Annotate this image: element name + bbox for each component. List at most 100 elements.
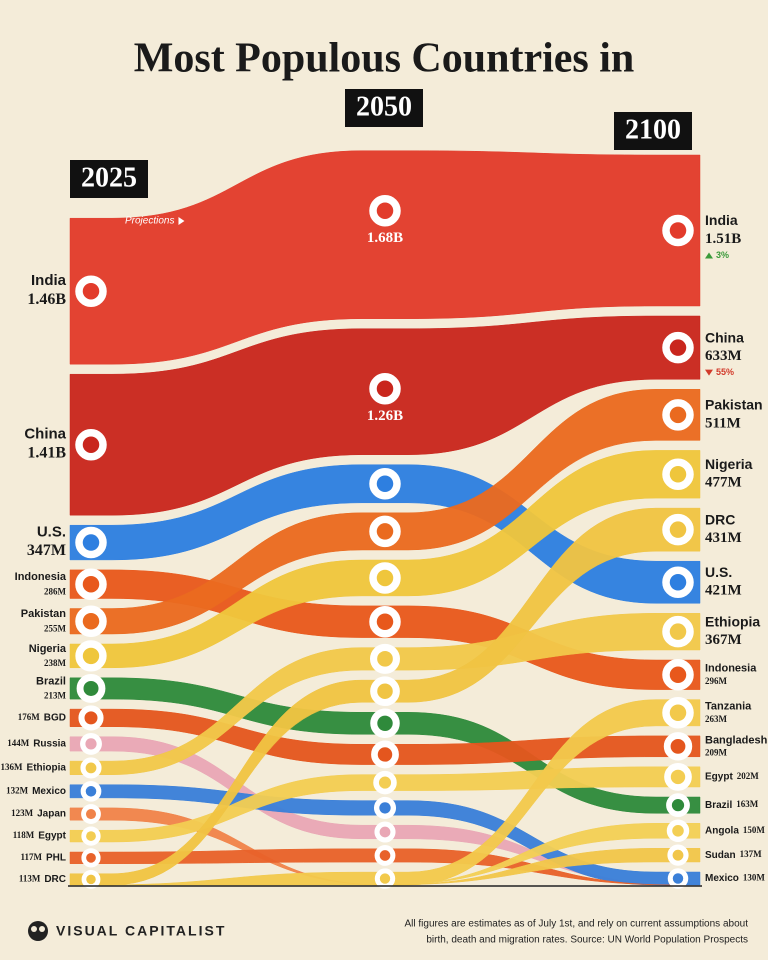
- flag-icon-center: [377, 683, 393, 699]
- value-label: 1.41B: [27, 444, 66, 461]
- value-label: 213M: [44, 691, 67, 701]
- country-label: India: [705, 212, 738, 228]
- value-label: 118M: [13, 830, 35, 840]
- flag-icon-center: [82, 575, 100, 593]
- flag-icon-center: [671, 799, 685, 812]
- value-label: 130M: [743, 873, 766, 883]
- flag-icon-center: [377, 715, 393, 731]
- flag-icon-center: [669, 222, 687, 239]
- flag-icon-center: [82, 282, 100, 300]
- column-header: 2025: [81, 162, 137, 193]
- band: [69, 150, 701, 365]
- country-label: Angola: [705, 825, 739, 836]
- value-label: 1.51B: [705, 231, 741, 247]
- flag-icon-center: [82, 534, 100, 551]
- flag-icon-center: [86, 852, 96, 863]
- flag-icon-center: [82, 436, 100, 453]
- country-label: India: [31, 272, 67, 289]
- value-label: 123M: [11, 808, 34, 818]
- flag-icon-center: [669, 406, 687, 424]
- column-header-box: [345, 89, 423, 127]
- flag-icon-center: [670, 738, 686, 754]
- flag-icon-center: [85, 809, 97, 820]
- brand-logo: VISUAL CAPITALIST: [28, 921, 224, 941]
- value-label: 202M: [737, 771, 760, 781]
- flag-icon-center: [85, 738, 97, 750]
- chart-title: Most Populous Countries in: [134, 36, 635, 82]
- flag-icon-center: [672, 825, 684, 837]
- logo-icon-eye: [39, 926, 45, 932]
- country-label: Russia: [33, 739, 66, 750]
- flag-icon-center: [376, 569, 394, 587]
- flag-icon-center: [376, 380, 394, 397]
- value-label: 255M: [44, 623, 67, 633]
- flag-icon-center: [669, 466, 687, 483]
- value-label: 137M: [740, 849, 763, 859]
- value-label: 421M: [705, 583, 742, 599]
- country-label: Pakistan: [705, 397, 763, 413]
- flag-icon-center: [669, 574, 687, 591]
- country-label: Pakistan: [21, 608, 67, 620]
- flag-icon-center: [376, 613, 394, 630]
- annotation: Projections: [125, 216, 174, 227]
- flag-icon-center: [82, 647, 100, 665]
- value-label: 132M: [6, 785, 29, 795]
- value-label: 367M: [705, 632, 742, 648]
- column-header-box: [614, 112, 692, 150]
- flag-icon-center: [669, 339, 687, 356]
- value-label: 113M: [19, 873, 41, 883]
- country-label: Brazil: [705, 800, 732, 811]
- country-label: China: [705, 329, 744, 345]
- logo-icon-eye: [31, 926, 37, 932]
- band: [384, 823, 701, 886]
- value-label: 477M: [705, 475, 742, 491]
- flag-icon-center: [83, 680, 99, 696]
- flag-icon-center: [84, 711, 98, 725]
- flag-icon-center: [379, 873, 391, 884]
- value-label: 238M: [44, 658, 67, 668]
- value-label: 176M: [18, 712, 41, 722]
- band: [90, 699, 701, 886]
- country-label: Mexico: [32, 786, 66, 797]
- flag-icon-center: [376, 523, 394, 540]
- flag-icon-center: [672, 849, 684, 861]
- flag-icon-center: [376, 202, 394, 219]
- value-label: 1.46B: [27, 291, 66, 308]
- country-label: Mexico: [705, 873, 739, 884]
- country-label: BGD: [44, 713, 66, 724]
- country-label: Egypt: [705, 772, 733, 783]
- value-label: 347M: [27, 542, 66, 559]
- logo-icon: [28, 921, 48, 941]
- band: [69, 450, 701, 669]
- country-label: U.S.: [37, 524, 66, 541]
- flag-icon-center: [377, 747, 393, 762]
- flag-icon-center: [669, 623, 687, 640]
- overlay: Projections India 1.46B 1.68B India 1.51B 3% Ch…: [1, 194, 768, 889]
- country-label: DRC: [705, 511, 735, 527]
- country-label: Japan: [37, 809, 66, 820]
- flag-icon-center: [82, 613, 100, 630]
- change-arrow: [705, 252, 713, 259]
- value-label: 511M: [705, 415, 741, 431]
- country-label: Nigeria: [705, 456, 753, 472]
- flag-icon-center: [86, 874, 96, 885]
- band: [69, 613, 701, 775]
- value-label: 633M: [705, 348, 742, 364]
- flag-icon-center: [669, 521, 687, 538]
- country-label: U.S.: [705, 564, 732, 580]
- flag-icon-center: [670, 769, 686, 785]
- value-label: 144M: [7, 738, 30, 748]
- country-label: Brazil: [36, 675, 66, 687]
- country-label: DRC: [44, 874, 66, 885]
- value-label: 431M: [705, 530, 742, 546]
- value-label: 117M: [21, 852, 43, 862]
- footnote: birth, death and migration rates. Source…: [426, 935, 748, 946]
- column-header: 2100: [625, 114, 681, 145]
- value-label: 163M: [736, 799, 759, 809]
- flag-icon-center: [85, 786, 97, 797]
- country-label: Nigeria: [29, 643, 67, 655]
- value-label: 1.68B: [367, 230, 403, 246]
- flag-icon-center: [379, 802, 391, 814]
- change-arrow: [705, 369, 713, 376]
- country-label: Sudan: [705, 850, 736, 861]
